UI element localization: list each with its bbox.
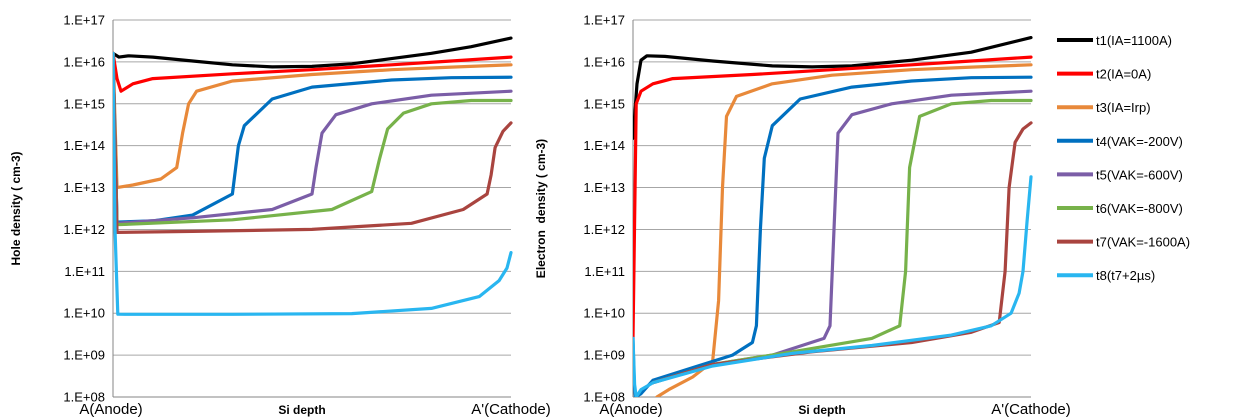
y-axis-label: Electron density ( cm-3) (534, 139, 548, 278)
series-line (113, 51, 513, 190)
y-tick-label: 1.E+11 (584, 264, 625, 279)
electron-density-chart: 1.E+17 1.E+16 1.E+15 1.E+14 1.E+13 1.E+12 1.E+… (534, 13, 1071, 419)
y-tick-label: 1.E+08 (583, 390, 625, 405)
series-line (113, 51, 513, 225)
series-line (113, 36, 513, 69)
y-tick-label: 1.E+15 (63, 96, 105, 111)
y-tick-label: 1.E+10 (583, 306, 625, 321)
y-tick-label: 1.E+12 (583, 222, 625, 237)
series-line (651, 89, 1033, 385)
legend-label: t6(VAK=-800V) (1096, 201, 1183, 216)
legend-label: t2(IA=0A) (1096, 67, 1151, 82)
series-line (651, 98, 1033, 385)
y-tick-label: 1.E+14 (63, 138, 105, 153)
x-axis-label: Si depth (798, 403, 845, 417)
y-tick-label: 1.E+09 (63, 348, 105, 363)
legend: t1(IA=1100A) t2(IA=0A) t3(IA=Irp) t4(VAK=-2… (1057, 33, 1190, 283)
y-tick-label: 1.E+16 (63, 54, 105, 69)
y-tick-label: 1.E+13 (63, 180, 105, 195)
y-tick-label: 1.E+09 (583, 348, 625, 363)
series-line (633, 175, 1033, 397)
legend-label: t3(IA=Irp) (1096, 100, 1151, 115)
legend-label: t5(VAK=-600V) (1096, 167, 1183, 182)
series-line (113, 51, 513, 234)
y-tick-label: 1.E+17 (63, 13, 105, 28)
y-tick-label: 1.E+16 (583, 54, 625, 69)
y-tick-label: 1.E+08 (63, 390, 105, 405)
legend-label: t4(VAK=-200V) (1096, 134, 1183, 149)
y-tick-label: 1.E+13 (583, 180, 625, 195)
y-tick-label: 1.E+12 (63, 222, 105, 237)
y-tick-label: 1.E+15 (583, 96, 625, 111)
x-tick-label: A'(Cathode) (991, 401, 1071, 418)
x-tick-label: A(Anode) (599, 401, 662, 418)
legend-label: t8(t7+2µs) (1096, 268, 1155, 283)
legend-label: t7(VAK=-1600A) (1096, 235, 1190, 250)
y-axis-label: Hole density ( cm-3) (9, 151, 23, 265)
hole-density-chart: 1.E+17 1.E+16 1.E+15 1.E+14 1.E+13 1.E+12 1.E+… (9, 13, 551, 419)
y-tick-label: 1.E+10 (63, 306, 105, 321)
x-tick-label: A(Anode) (79, 401, 142, 418)
series-line (113, 51, 513, 227)
legend-label: t1(IA=1100A) (1096, 33, 1172, 48)
y-tick-label: 1.E+17 (583, 13, 625, 28)
series-line (633, 55, 1033, 340)
y-tick-label: 1.E+11 (64, 264, 105, 279)
series-line (655, 63, 1033, 397)
x-axis-label: Si depth (278, 403, 325, 417)
y-tick-label: 1.E+14 (583, 138, 625, 153)
series-line (633, 36, 1033, 140)
x-tick-label: A'(Cathode) (471, 401, 551, 418)
series-line (113, 51, 513, 316)
series-line (113, 51, 513, 93)
